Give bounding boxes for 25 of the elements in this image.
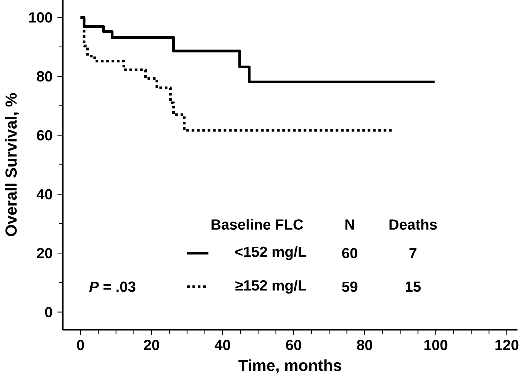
x-tick-label: 40 <box>214 340 230 350</box>
x-tick-label: 80 <box>357 340 372 350</box>
x-tick-label: 100 <box>424 340 448 350</box>
legend-title: Baseline FLC <box>212 219 304 230</box>
annotation: 7 <box>410 248 417 258</box>
x-tick-label: 20 <box>144 340 160 350</box>
y-tick-label: 0 <box>45 307 52 318</box>
y-tick-label: 40 <box>36 189 52 200</box>
x-axis-title: Time, months <box>238 360 342 374</box>
annotation: 15 <box>406 282 421 292</box>
annotation: 60 <box>342 248 358 259</box>
legend-label: ≥152 mg/L <box>236 280 306 294</box>
annotation: P = .03 <box>90 282 136 292</box>
y-tick-label: 20 <box>37 248 52 259</box>
x-tick-label: 120 <box>496 340 519 350</box>
legend-label: <152 mg/L <box>235 246 306 260</box>
x-tick-label: 60 <box>286 340 302 350</box>
x-tick-label: 0 <box>77 340 84 350</box>
y-tick-label: 100 <box>29 12 52 23</box>
annotation: 59 <box>342 282 358 292</box>
y-axis-title: Overall Survival, % <box>5 93 20 236</box>
y-tick-label: 80 <box>37 71 52 82</box>
y-tick-label: 60 <box>37 130 52 141</box>
annotation: N <box>346 220 354 230</box>
annotation: Deaths <box>390 219 438 230</box>
